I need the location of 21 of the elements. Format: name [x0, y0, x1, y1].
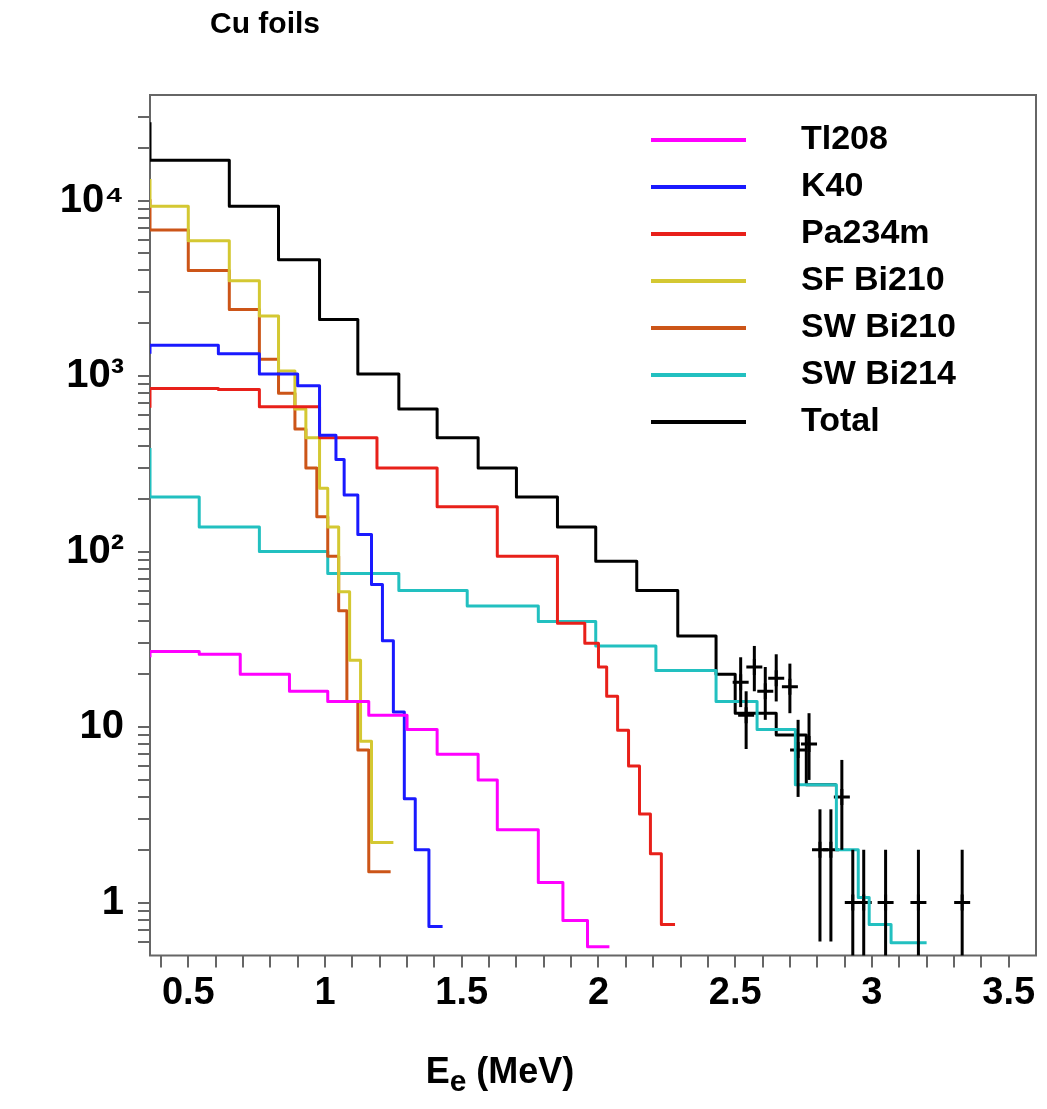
legend-label: Total — [801, 400, 880, 439]
y-tick-label: 10² — [66, 526, 124, 571]
chart-title: Cu foils — [209, 6, 321, 40]
y-tick-label: 10⁴ — [59, 175, 124, 220]
x-tick-label: 0.5 — [161, 969, 215, 1012]
legend-label: Pa234m — [801, 212, 930, 251]
legend-label: SF Bi210 — [801, 259, 945, 298]
x-axis-title: E$_{e}$ (MeV) — [424, 1050, 576, 1099]
y-tick-label: 10 — [79, 702, 124, 747]
legend-label: SW Bi214 — [801, 353, 957, 392]
x-tick-label: 2.5 — [708, 969, 762, 1012]
legend-label: K40 — [801, 165, 864, 204]
y-tick-label: 1 — [101, 877, 124, 922]
legend-label: SW Bi210 — [801, 306, 956, 345]
x-tick-label: 3 — [861, 969, 883, 1012]
y-tick-label: 10³ — [66, 351, 124, 396]
x-tick-label: 2 — [587, 969, 610, 1012]
x-tick-label: 1.5 — [435, 969, 489, 1012]
x-tick-label: 1 — [314, 969, 336, 1012]
x-tick-label: 3.5 — [982, 969, 1036, 1012]
legend-label: Tl208 — [801, 118, 888, 157]
